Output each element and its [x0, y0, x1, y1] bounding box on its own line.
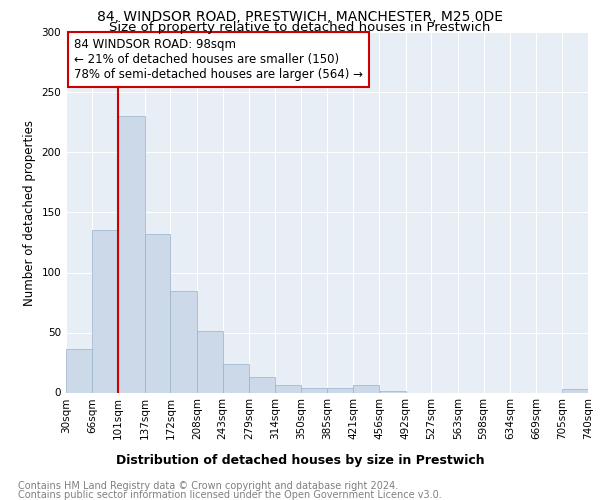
Text: Contains HM Land Registry data © Crown copyright and database right 2024.: Contains HM Land Registry data © Crown c…: [18, 481, 398, 491]
Text: 84, WINDSOR ROAD, PRESTWICH, MANCHESTER, M25 0DE: 84, WINDSOR ROAD, PRESTWICH, MANCHESTER,…: [97, 10, 503, 24]
Bar: [223, 364, 249, 392]
Bar: [562, 389, 588, 392]
Bar: [327, 388, 353, 392]
Text: Contains public sector information licensed under the Open Government Licence v3: Contains public sector information licen…: [18, 490, 442, 500]
Text: Size of property relative to detached houses in Prestwich: Size of property relative to detached ho…: [109, 21, 491, 34]
Bar: [118, 116, 145, 392]
Bar: [197, 332, 223, 392]
Text: 84 WINDSOR ROAD: 98sqm
← 21% of detached houses are smaller (150)
78% of semi-de: 84 WINDSOR ROAD: 98sqm ← 21% of detached…: [74, 38, 363, 81]
Bar: [249, 377, 275, 392]
Bar: [145, 234, 170, 392]
Bar: [92, 230, 118, 392]
Y-axis label: Number of detached properties: Number of detached properties: [23, 120, 36, 306]
Bar: [170, 290, 197, 392]
Bar: [301, 388, 327, 392]
Bar: [275, 386, 301, 392]
Bar: [353, 386, 379, 392]
Bar: [66, 350, 92, 393]
Text: Distribution of detached houses by size in Prestwich: Distribution of detached houses by size …: [116, 454, 484, 467]
